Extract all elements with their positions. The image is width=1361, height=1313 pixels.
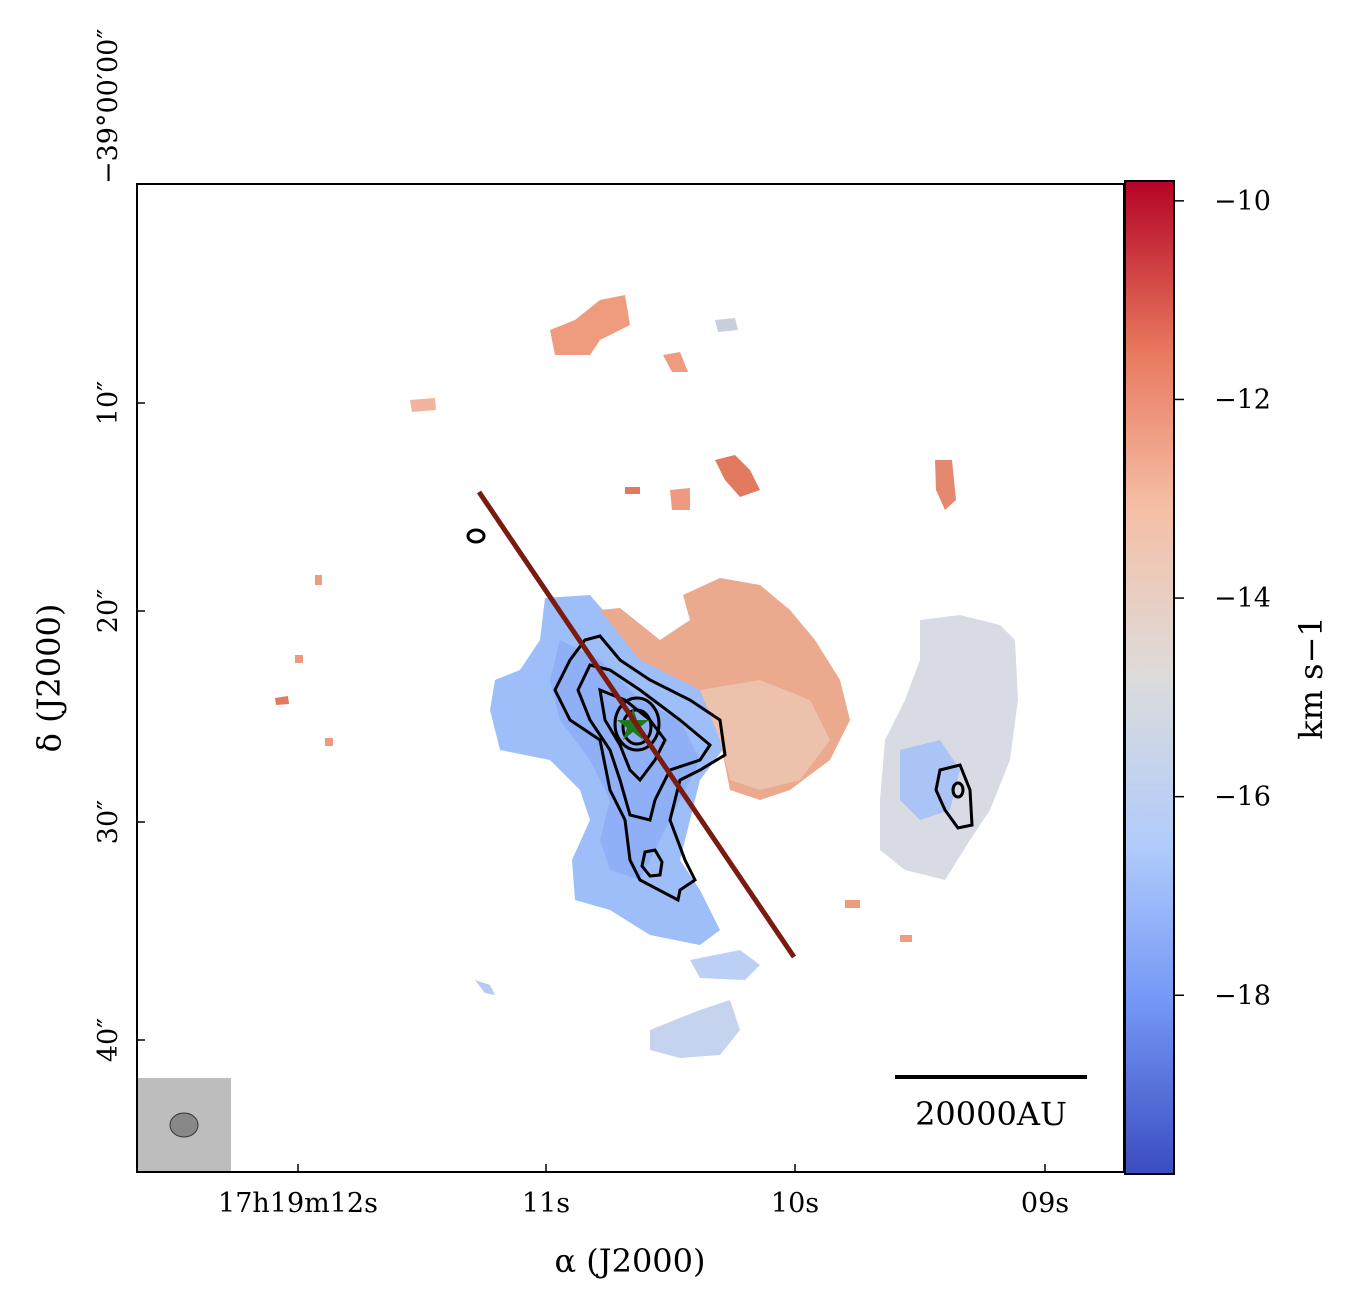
colorbar-tick-label: −18 [1214, 980, 1271, 1011]
contour-nw-blob [466, 528, 486, 544]
speck-2 [295, 655, 303, 663]
map-panel: 20000AU [137, 184, 1124, 1172]
axis-ticks [137, 183, 1046, 1172]
north-patch-5 [670, 488, 690, 510]
x-tick-label: 11s [522, 1188, 570, 1219]
contour-4 [613, 696, 661, 752]
north-patch-1 [550, 295, 630, 355]
contour-outer [553, 634, 727, 903]
source-star-marker [617, 708, 649, 740]
contour-south-clump [640, 848, 664, 878]
contour-west [934, 763, 974, 830]
y-tick-label: 10″ [93, 381, 124, 425]
speck-5 [475, 980, 495, 995]
contour-west-inner [951, 781, 965, 799]
beam-ellipse [169, 1112, 199, 1138]
north-patch-7 [410, 398, 436, 412]
y-tick-label: 40″ [93, 1018, 124, 1062]
speck-8 [625, 487, 640, 494]
south-patch-1 [650, 1000, 740, 1058]
y-axis-title: δ (J2000) [30, 604, 68, 753]
y-tick-label: 20″ [93, 589, 124, 633]
y-tick-label: 30″ [93, 800, 124, 844]
x-tick-label: 10s [771, 1188, 819, 1219]
north-patch-4 [663, 352, 688, 372]
colorbar-tick-label: −12 [1214, 384, 1271, 415]
south-patch-2 [690, 950, 760, 980]
colorbar-tick-label: −10 [1214, 186, 1271, 217]
x-tick-label: 17h19m12s [218, 1188, 378, 1219]
colorbar-tick-label: −16 [1214, 782, 1271, 813]
north-patch-6 [715, 318, 738, 332]
west-clump-blue [900, 740, 960, 820]
speck-4 [325, 738, 333, 746]
colorbar-label: km s−1 [1292, 616, 1330, 740]
colorbar-tick-label: −14 [1214, 583, 1271, 614]
y-tick-label: −39°00′00″ [93, 29, 124, 184]
position-velocity-cut-line [476, 490, 797, 959]
north-patch-3 [935, 460, 956, 510]
x-tick-label: 09s [1021, 1188, 1069, 1219]
x-tick-labels: 17h19m12s 11s 10s 09s [218, 1188, 1069, 1219]
north-patch-2 [715, 455, 760, 497]
contour-5 [621, 708, 653, 746]
contour-2 [576, 663, 712, 822]
speck-3 [315, 575, 322, 585]
contours [466, 528, 974, 903]
x-axis-title: α (J2000) [554, 1242, 705, 1280]
speck-7 [900, 935, 912, 942]
colorbar-gradient [1124, 180, 1175, 1175]
neutral-mid-region [700, 680, 830, 790]
speck-1 [275, 696, 289, 705]
speck-6 [845, 900, 860, 908]
colorbar-ticks: −10 −12 −14 −16 −18 [1174, 186, 1271, 1011]
scale-bar-label: 20000AU [915, 1095, 1067, 1133]
colorbar: −10 −12 −14 −16 −18 km s−1 [1124, 180, 1330, 1175]
y-tick-labels: −39°00′00″ 10″ 20″ 30″ 40″ [93, 29, 124, 1063]
